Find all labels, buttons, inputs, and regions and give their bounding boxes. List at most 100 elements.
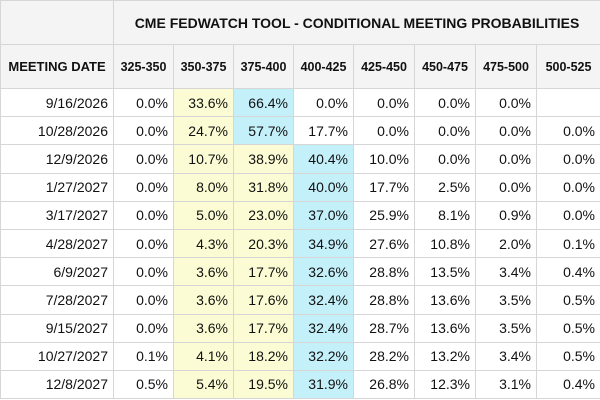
probability-cell: 20.3% bbox=[233, 228, 294, 259]
probability-cell: 3.5% bbox=[475, 313, 537, 343]
table-body: 9/16/2026 0.0% 33.6% 66.4% 0.0% 0.0% 0.0% 0.0% 1… bbox=[0, 87, 600, 400]
probability-cell: 2.5% bbox=[414, 172, 476, 202]
probability-cell: 8.1% bbox=[414, 200, 476, 230]
table-row: 9/15/2027 0.0% 3.6% 17.7% 32.4% 28.7% 13.6% 3.5… bbox=[0, 313, 600, 343]
probability-cell: 17.7% bbox=[233, 313, 294, 343]
meeting-date-header: MEETING DATE bbox=[0, 44, 114, 89]
probability-cell: 2.0% bbox=[475, 228, 537, 259]
column-header: 400-425 bbox=[293, 44, 354, 89]
probability-cell: 0.4% bbox=[535, 369, 600, 400]
probability-cell: 0.4% bbox=[535, 257, 600, 287]
meeting-date-cell: 7/28/2027 bbox=[0, 285, 114, 315]
probability-cell: 0.0% bbox=[475, 116, 537, 146]
probability-cell: 0.5% bbox=[535, 313, 600, 343]
column-header: 325-350 bbox=[113, 44, 174, 89]
probability-cell: 31.9% bbox=[293, 369, 354, 400]
column-header: 425-450 bbox=[353, 44, 415, 89]
probability-cell: 18.2% bbox=[233, 341, 294, 371]
probability-cell: 0.0% bbox=[535, 144, 600, 174]
probability-cell: 19.5% bbox=[233, 369, 294, 400]
table-row: 6/9/2027 0.0% 3.6% 17.7% 32.6% 28.8% 13.5% 3.4%… bbox=[0, 257, 600, 287]
table-row: 3/17/2027 0.0% 5.0% 23.0% 37.0% 25.9% 8.1% 0.9%… bbox=[0, 200, 600, 230]
probability-cell: 28.8% bbox=[353, 285, 415, 315]
probability-cell: 32.2% bbox=[293, 341, 354, 371]
probability-cell: 0.9% bbox=[475, 200, 537, 230]
column-header: 450-475 bbox=[414, 44, 476, 89]
meeting-date-cell: 4/28/2027 bbox=[0, 228, 114, 259]
probability-cell: 24.7% bbox=[173, 116, 234, 146]
probability-cell: 32.4% bbox=[293, 313, 354, 343]
meeting-date-cell: 3/17/2027 bbox=[0, 200, 114, 230]
probability-cell: 26.8% bbox=[353, 369, 415, 400]
probability-cell: 40.4% bbox=[293, 144, 354, 174]
probability-cell bbox=[535, 87, 600, 118]
probability-cell: 17.6% bbox=[233, 285, 294, 315]
probability-cell: 13.2% bbox=[414, 341, 476, 371]
probability-cell: 25.9% bbox=[353, 200, 415, 230]
probability-cell: 0.0% bbox=[475, 172, 537, 202]
probability-cell: 0.0% bbox=[113, 172, 174, 202]
meeting-date-cell: 12/8/2027 bbox=[0, 369, 114, 400]
meeting-date-cell: 6/9/2027 bbox=[0, 257, 114, 287]
probability-cell: 0.0% bbox=[535, 200, 600, 230]
probability-cell: 0.0% bbox=[535, 116, 600, 146]
probability-cell: 3.6% bbox=[173, 257, 234, 287]
probability-cell: 0.0% bbox=[113, 228, 174, 259]
probability-cell: 0.0% bbox=[475, 87, 537, 118]
table-row: 12/8/2027 0.5% 5.4% 19.5% 31.9% 26.8% 12.3% 3.1… bbox=[0, 369, 600, 400]
probability-cell: 3.4% bbox=[475, 341, 537, 371]
probability-cell: 66.4% bbox=[233, 87, 294, 118]
probability-cell: 37.0% bbox=[293, 200, 354, 230]
meeting-date-cell: 9/15/2027 bbox=[0, 313, 114, 343]
probability-cell: 28.2% bbox=[353, 341, 415, 371]
probability-cell: 0.0% bbox=[113, 144, 174, 174]
probability-cell: 10.7% bbox=[173, 144, 234, 174]
probability-cell: 3.1% bbox=[475, 369, 537, 400]
probability-cell: 40.0% bbox=[293, 172, 354, 202]
table-row: 4/28/2027 0.0% 4.3% 20.3% 34.9% 27.6% 10.8% 2.0… bbox=[0, 228, 600, 259]
probability-cell: 0.0% bbox=[475, 144, 537, 174]
probability-cell: 34.9% bbox=[293, 228, 354, 259]
meeting-date-cell: 10/28/2026 bbox=[0, 116, 114, 146]
probability-cell: 0.5% bbox=[535, 341, 600, 371]
probability-cell: 3.5% bbox=[475, 285, 537, 315]
probability-cell: 0.0% bbox=[414, 144, 476, 174]
probability-cell: 0.0% bbox=[113, 257, 174, 287]
meeting-date-cell: 1/27/2027 bbox=[0, 172, 114, 202]
probability-cell: 23.0% bbox=[233, 200, 294, 230]
probability-cell: 5.4% bbox=[173, 369, 234, 400]
probability-cell: 0.0% bbox=[293, 87, 354, 118]
probability-cell: 0.5% bbox=[535, 285, 600, 315]
probability-cell: 8.0% bbox=[173, 172, 234, 202]
probability-cell: 27.6% bbox=[353, 228, 415, 259]
table-row: 10/27/2027 0.1% 4.1% 18.2% 32.2% 28.2% 13.2% 3.… bbox=[0, 341, 600, 371]
probability-cell: 4.3% bbox=[173, 228, 234, 259]
probability-cell: 17.7% bbox=[233, 257, 294, 287]
probability-cell: 10.0% bbox=[353, 144, 415, 174]
table-row: 12/9/2026 0.0% 10.7% 38.9% 40.4% 10.0% 0.0% 0.0… bbox=[0, 144, 600, 174]
probability-cell: 0.0% bbox=[113, 116, 174, 146]
column-header: 375-400 bbox=[233, 44, 294, 89]
table-row: 10/28/2026 0.0% 24.7% 57.7% 17.7% 0.0% 0.0% 0.0… bbox=[0, 116, 600, 146]
probability-cell: 0.0% bbox=[535, 172, 600, 202]
probability-cell: 5.0% bbox=[173, 200, 234, 230]
table-title: CME FEDWATCH TOOL - CONDITIONAL MEETING … bbox=[112, 0, 600, 45]
meeting-date-cell: 9/16/2026 bbox=[0, 87, 114, 118]
table-row: 9/16/2026 0.0% 33.6% 66.4% 0.0% 0.0% 0.0% 0.0% bbox=[0, 87, 600, 118]
table-row: 1/27/2027 0.0% 8.0% 31.8% 40.0% 17.7% 2.5% 0.0%… bbox=[0, 172, 600, 202]
probability-cell: 0.5% bbox=[113, 369, 174, 400]
probability-cell: 38.9% bbox=[233, 144, 294, 174]
probability-cell: 31.8% bbox=[233, 172, 294, 202]
probability-cell: 0.0% bbox=[113, 285, 174, 315]
probability-cell: 0.0% bbox=[353, 87, 415, 118]
probability-cell: 10.8% bbox=[414, 228, 476, 259]
probability-cell: 3.6% bbox=[173, 313, 234, 343]
probability-cell: 0.0% bbox=[113, 87, 174, 118]
probability-cell: 0.0% bbox=[353, 116, 415, 146]
column-header: 350-375 bbox=[173, 44, 234, 89]
probability-cell: 32.4% bbox=[293, 285, 354, 315]
probability-cell: 0.1% bbox=[535, 228, 600, 259]
probability-cell: 17.7% bbox=[353, 172, 415, 202]
table-row: 7/28/2027 0.0% 3.6% 17.6% 32.4% 28.8% 13.6% 3.5… bbox=[0, 285, 600, 315]
